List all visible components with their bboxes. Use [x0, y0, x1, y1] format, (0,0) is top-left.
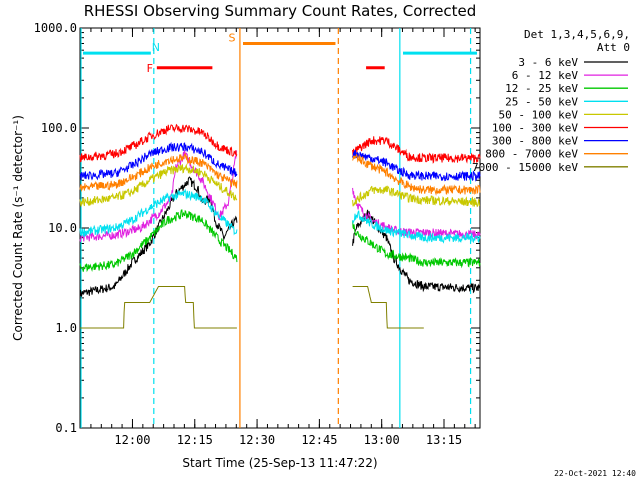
series-line-2 [352, 209, 481, 294]
series-line-1 [79, 209, 238, 273]
series-line-2 [352, 210, 481, 244]
x-tick-label: 13:15 [426, 433, 462, 447]
y-tick-label: 0.1 [55, 421, 77, 435]
series-line-2 [352, 153, 481, 196]
legend-label: 12 - 25 keV [505, 82, 578, 95]
state-bar-label: F [147, 62, 153, 75]
series-line-1 [79, 176, 238, 299]
series-line-2 [352, 149, 481, 182]
state-bar-label: N [152, 41, 160, 54]
x-axis-label: Start Time (25-Sep-13 11:47:22) [182, 456, 377, 470]
footer-timestamp: 22-Oct-2021 12:40 [554, 469, 636, 478]
plot-area: 0.1 1.0 10.0 100.0 1000.0 12:00 12:15 12:30 12:4… [34, 21, 481, 447]
y-tick-label: 1000.0 [34, 21, 77, 35]
x-tick-label: 12:30 [239, 433, 275, 447]
legend-label: 7000 - 15000 keV [472, 161, 578, 174]
legend-label: 6 - 12 keV [512, 69, 579, 82]
series-line-1 [79, 152, 238, 193]
legend-header-line-1: Det 1,3,4,5,6,9, [524, 28, 630, 41]
series-line-1 [79, 163, 238, 207]
series-line-2 [352, 185, 481, 208]
x-tick-label: 12:45 [301, 433, 337, 447]
series-line-2 [352, 187, 481, 240]
series-line-1 [79, 123, 238, 163]
legend-header-line-2: Att 0 [597, 41, 630, 54]
series-line-1 [79, 141, 238, 181]
state-bar-label: S [229, 31, 236, 44]
y-tick-label: 100.0 [41, 121, 77, 135]
legend-label: 800 - 7000 keV [485, 148, 578, 161]
series-line-2 [352, 221, 481, 269]
chart-title: RHESSI Observing Summary Count Rates, Co… [84, 2, 477, 20]
x-tick-label: 12:15 [177, 433, 213, 447]
legend-label: 25 - 50 keV [505, 95, 578, 108]
y-tick-label: 10.0 [48, 221, 77, 235]
legend-label: 300 - 800 keV [492, 135, 578, 148]
x-tick-label: 13:00 [364, 433, 400, 447]
legend-label: 3 - 6 keV [518, 56, 578, 69]
series-line-2 [352, 286, 424, 329]
series-line-1 [79, 188, 238, 238]
y-axis-label: Corrected Count Rate (s⁻¹ detector⁻¹) [11, 115, 25, 341]
y-tick-label: 1.0 [55, 321, 77, 335]
legend-label: 50 - 100 keV [499, 108, 579, 121]
legend-label: 100 - 300 keV [492, 122, 578, 135]
series-line-1 [80, 286, 237, 329]
x-tick-label: 12:00 [114, 433, 150, 447]
series-line-1 [79, 149, 238, 242]
series-line-2 [352, 136, 481, 164]
